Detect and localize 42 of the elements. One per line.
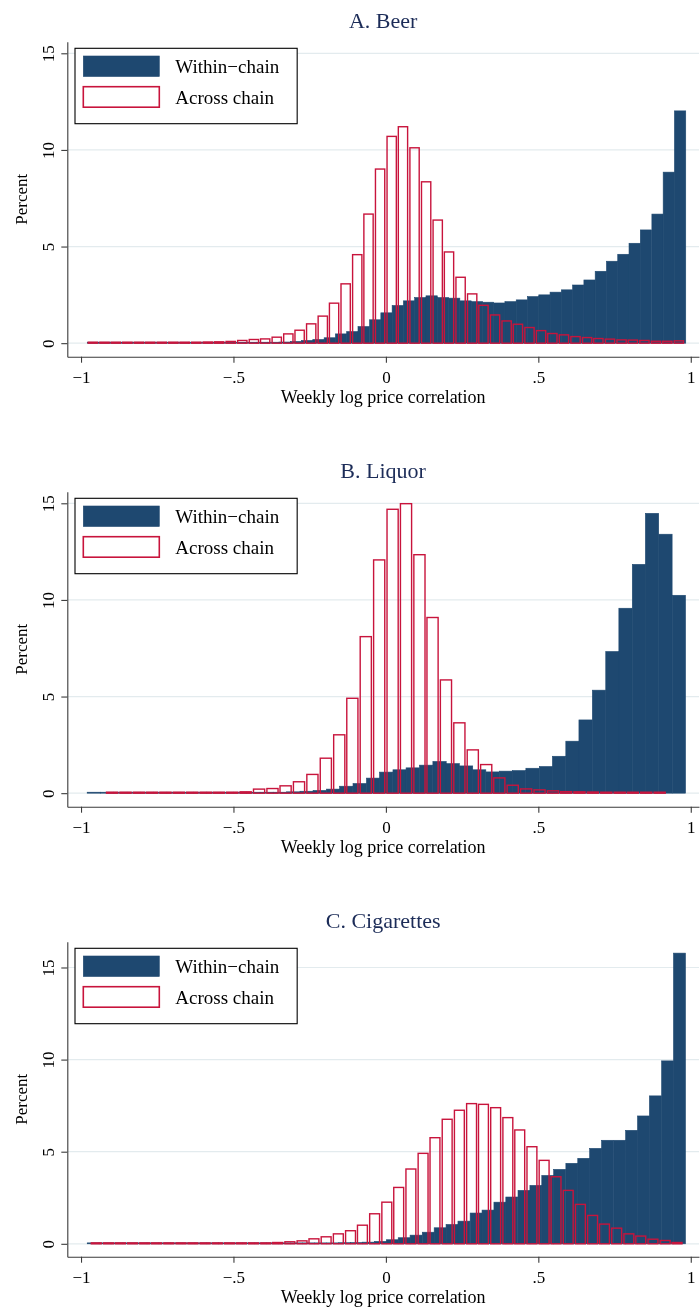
y-tick-label: 5 [39,242,59,252]
x-tick-label: .5 [532,817,546,837]
y-tick-label: 5 [39,1147,59,1157]
x-tick-label: .5 [532,1267,546,1287]
x-tick-label: −1 [72,817,91,837]
x-tick-label: −.5 [222,817,246,837]
x-tick-label: −.5 [222,367,246,387]
chart-title: C. Cigarettes [325,908,441,933]
x-tick-label: −.5 [222,1267,246,1287]
chart-title: B. Liquor [340,458,427,483]
x-tick-label: 1 [687,1267,696,1287]
y-tick-label: 10 [39,1051,59,1069]
x-axis-title: Weekly log price correlation [280,837,486,858]
y-tick-label: 15 [39,959,59,977]
x-axis-title: Weekly log price correlation [280,387,486,408]
x-tick-label: −1 [72,1267,91,1287]
y-axis-title: Percent [12,1073,31,1125]
y-tick-label: 0 [39,1240,59,1249]
x-axis-title: Weekly log price correlation [280,1287,486,1308]
legend-label: Across chain [175,537,275,558]
y-tick-label: 0 [39,789,59,798]
x-tick-label: −1 [72,367,91,387]
legend-label: Within−chain [175,506,280,528]
legend-label: Across chain [175,87,275,108]
x-tick-label: 0 [382,1267,391,1287]
y-tick-label: 5 [39,692,59,702]
legend-label: Within−chain [175,956,280,978]
x-tick-label: 0 [382,817,391,837]
y-axis-title: Percent [12,623,31,675]
y-tick-label: 15 [39,495,59,513]
y-tick-label: 15 [39,45,59,63]
y-axis-title: Percent [12,173,31,225]
x-tick-label: .5 [532,367,546,387]
x-tick-label: 1 [687,367,696,387]
chart-title: A. Beer [348,8,419,33]
x-tick-label: 0 [382,367,391,387]
legend-label: Across chain [175,987,275,1008]
legend-label: Within−chain [175,56,280,78]
x-tick-label: 1 [687,817,696,837]
y-tick-label: 0 [39,339,59,348]
y-tick-label: 10 [39,141,59,159]
y-tick-label: 10 [39,591,59,609]
